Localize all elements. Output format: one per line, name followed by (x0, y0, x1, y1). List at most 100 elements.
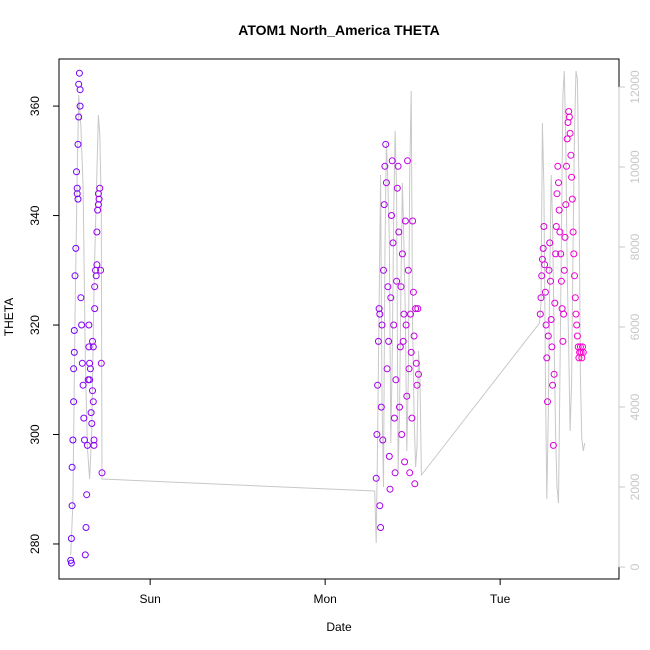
line-series-0 (70, 70, 586, 556)
data-point (572, 310, 580, 318)
data-point (70, 365, 78, 373)
data-point (388, 157, 396, 165)
data-point (386, 485, 394, 493)
data-point (557, 250, 565, 258)
data-point (376, 310, 384, 318)
data-point (73, 190, 81, 198)
data-point (70, 327, 78, 334)
data-point (415, 370, 422, 378)
data-point (78, 359, 86, 367)
data-point (571, 294, 579, 302)
y2-tick-label: 8000 (628, 233, 642, 260)
y2-tick-label: 2000 (628, 473, 642, 500)
data-point (541, 288, 549, 296)
data-point (93, 261, 101, 269)
data-point (571, 272, 578, 280)
data-point (391, 469, 399, 477)
data-point (97, 266, 105, 274)
data-point (390, 414, 398, 422)
y2-tick-label: 0 (628, 563, 642, 570)
data-point (384, 283, 392, 291)
data-point (92, 272, 100, 280)
data-point (555, 179, 562, 187)
data-point (390, 321, 398, 329)
data-point (408, 414, 416, 422)
y2-tick-label: 12000 (628, 70, 642, 104)
data-point (402, 321, 410, 329)
data-point (392, 376, 400, 384)
data-point (536, 310, 544, 318)
data-point (93, 228, 101, 236)
y-tick-label: 320 (28, 315, 42, 335)
data-point (76, 102, 84, 110)
data-point (385, 337, 393, 345)
data-point (88, 420, 96, 427)
data-point (75, 113, 83, 121)
data-point (374, 381, 382, 389)
y-tick-label: 300 (28, 424, 42, 444)
data-point (562, 201, 570, 209)
data-point (404, 266, 412, 274)
plot-area (67, 69, 587, 567)
data-point (393, 277, 401, 285)
data-point (395, 228, 403, 236)
data-point (557, 277, 565, 285)
data-point (550, 370, 558, 378)
data-point (549, 441, 557, 449)
data-point (374, 337, 382, 345)
data-point (563, 135, 571, 143)
data-point (393, 184, 401, 192)
data-point (573, 321, 581, 329)
data-point (85, 343, 93, 351)
y2-tick-label: 6000 (628, 313, 642, 340)
data-point (80, 414, 88, 422)
data-point (560, 266, 568, 274)
data-point (90, 441, 98, 449)
data-point (538, 272, 546, 280)
data-point (383, 365, 391, 373)
data-point (387, 294, 395, 302)
data-point (398, 250, 406, 258)
chart-title: ATOM1 North_America THETA (238, 22, 439, 38)
data-point (579, 348, 587, 356)
data-point (547, 277, 554, 285)
data-point (559, 337, 567, 345)
data-point (560, 310, 568, 318)
data-point (566, 129, 574, 137)
data-point (556, 228, 564, 236)
data-point (411, 480, 419, 488)
data-point (567, 151, 575, 159)
data-point (81, 436, 88, 444)
data-point (78, 321, 86, 329)
data-point (403, 392, 411, 400)
data-point (544, 398, 551, 406)
x-tick-label: Sun (139, 592, 160, 606)
data-point (376, 502, 384, 510)
data-point (70, 398, 78, 406)
y-tick-label: 360 (28, 96, 42, 116)
data-point (96, 184, 104, 192)
data-point (399, 337, 407, 345)
data-point (372, 474, 380, 482)
data-point (385, 452, 393, 460)
data-point (546, 239, 554, 247)
data-point (554, 162, 562, 170)
data-point (85, 321, 93, 329)
data-point (69, 436, 77, 444)
data-point (89, 398, 97, 406)
data-point (97, 359, 105, 367)
data-point (406, 469, 414, 477)
data-point (379, 436, 387, 444)
data-point (67, 535, 75, 542)
data-point (394, 162, 402, 170)
data-point (95, 195, 103, 203)
data-point (413, 381, 421, 389)
data-point (544, 332, 552, 340)
data-point (410, 332, 418, 340)
data-point (543, 354, 551, 362)
x-tick-label: Mon (313, 592, 336, 606)
data-point (412, 305, 420, 313)
data-point (549, 381, 557, 389)
data-point (552, 223, 560, 230)
data-point (401, 217, 409, 225)
